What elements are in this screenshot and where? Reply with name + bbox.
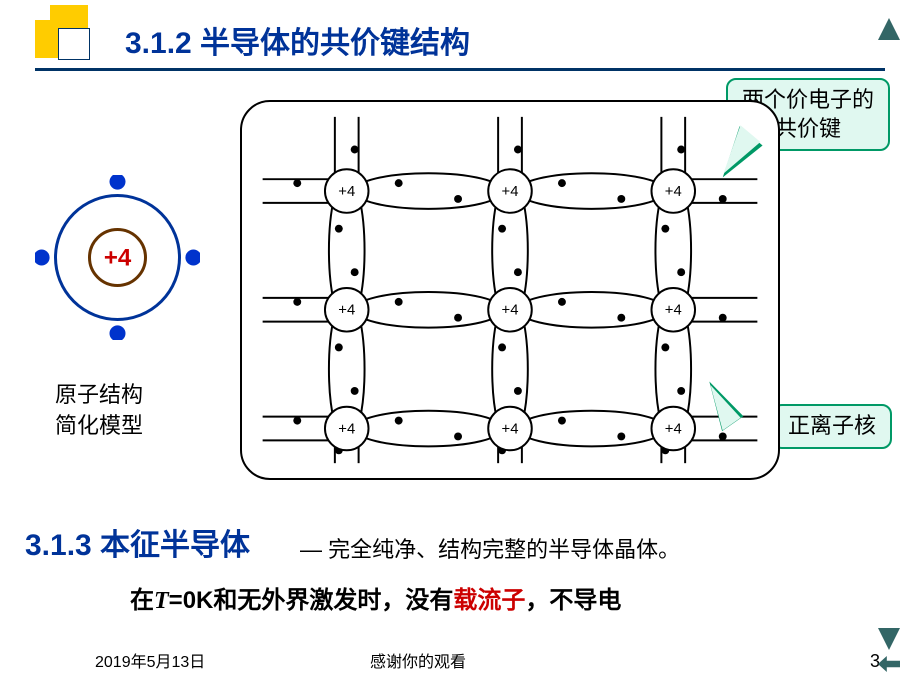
svg-text:+4: +4 <box>665 303 682 319</box>
section2-description: — 完全纯净、结构完整的半导体晶体。 <box>300 532 680 564</box>
svg-text:+4: +4 <box>502 184 519 200</box>
text: =0K和无外界激发时，没有 <box>169 587 454 614</box>
callout-ion-core: 正离子核 <box>772 404 892 449</box>
svg-text:+4: +4 <box>104 245 132 272</box>
svg-text:+4: +4 <box>665 184 682 200</box>
highlight-carrier: 载流子 <box>453 587 525 614</box>
section2-title: 3.1.3 本征半导体 <box>25 520 250 564</box>
section-title: 3.1.2 半导体的共价键结构 <box>125 18 470 62</box>
callout-text: 正离子核 <box>788 413 876 438</box>
variable-T: T <box>154 588 169 614</box>
corner-decoration <box>58 28 90 60</box>
page-number: 3 <box>870 651 880 672</box>
svg-text:+4: +4 <box>502 421 519 437</box>
svg-text:+4: +4 <box>338 184 355 200</box>
lattice-diagram: +4 +4 +4 +4 +4 +4 +4 +4 +4 <box>240 100 780 480</box>
nav-down-button[interactable] <box>878 628 900 650</box>
text: 在 <box>130 587 154 614</box>
svg-text:+4: +4 <box>338 421 355 437</box>
atom-svg: +4 <box>35 175 200 340</box>
title-underline <box>35 68 885 71</box>
svg-text:+4: +4 <box>338 303 355 319</box>
footer-date: 2019年5月13日 <box>95 648 205 672</box>
nav-up-button[interactable] <box>878 18 900 40</box>
atom-model-label: 原子结构 简化模型 <box>55 380 143 442</box>
footer-thanks: 感谢你的观看 <box>370 648 466 672</box>
lattice-svg: +4 +4 +4 +4 +4 +4 +4 +4 +4 <box>242 102 778 478</box>
text: ，不导电 <box>525 587 621 614</box>
svg-text:+4: +4 <box>665 421 682 437</box>
nav-back-button[interactable] <box>878 656 900 672</box>
svg-text:+4: +4 <box>502 303 519 319</box>
section2-statement: 在T=0K和无外界激发时，没有载流子，不导电 <box>130 580 621 615</box>
atom-model-diagram: +4 <box>35 175 200 340</box>
